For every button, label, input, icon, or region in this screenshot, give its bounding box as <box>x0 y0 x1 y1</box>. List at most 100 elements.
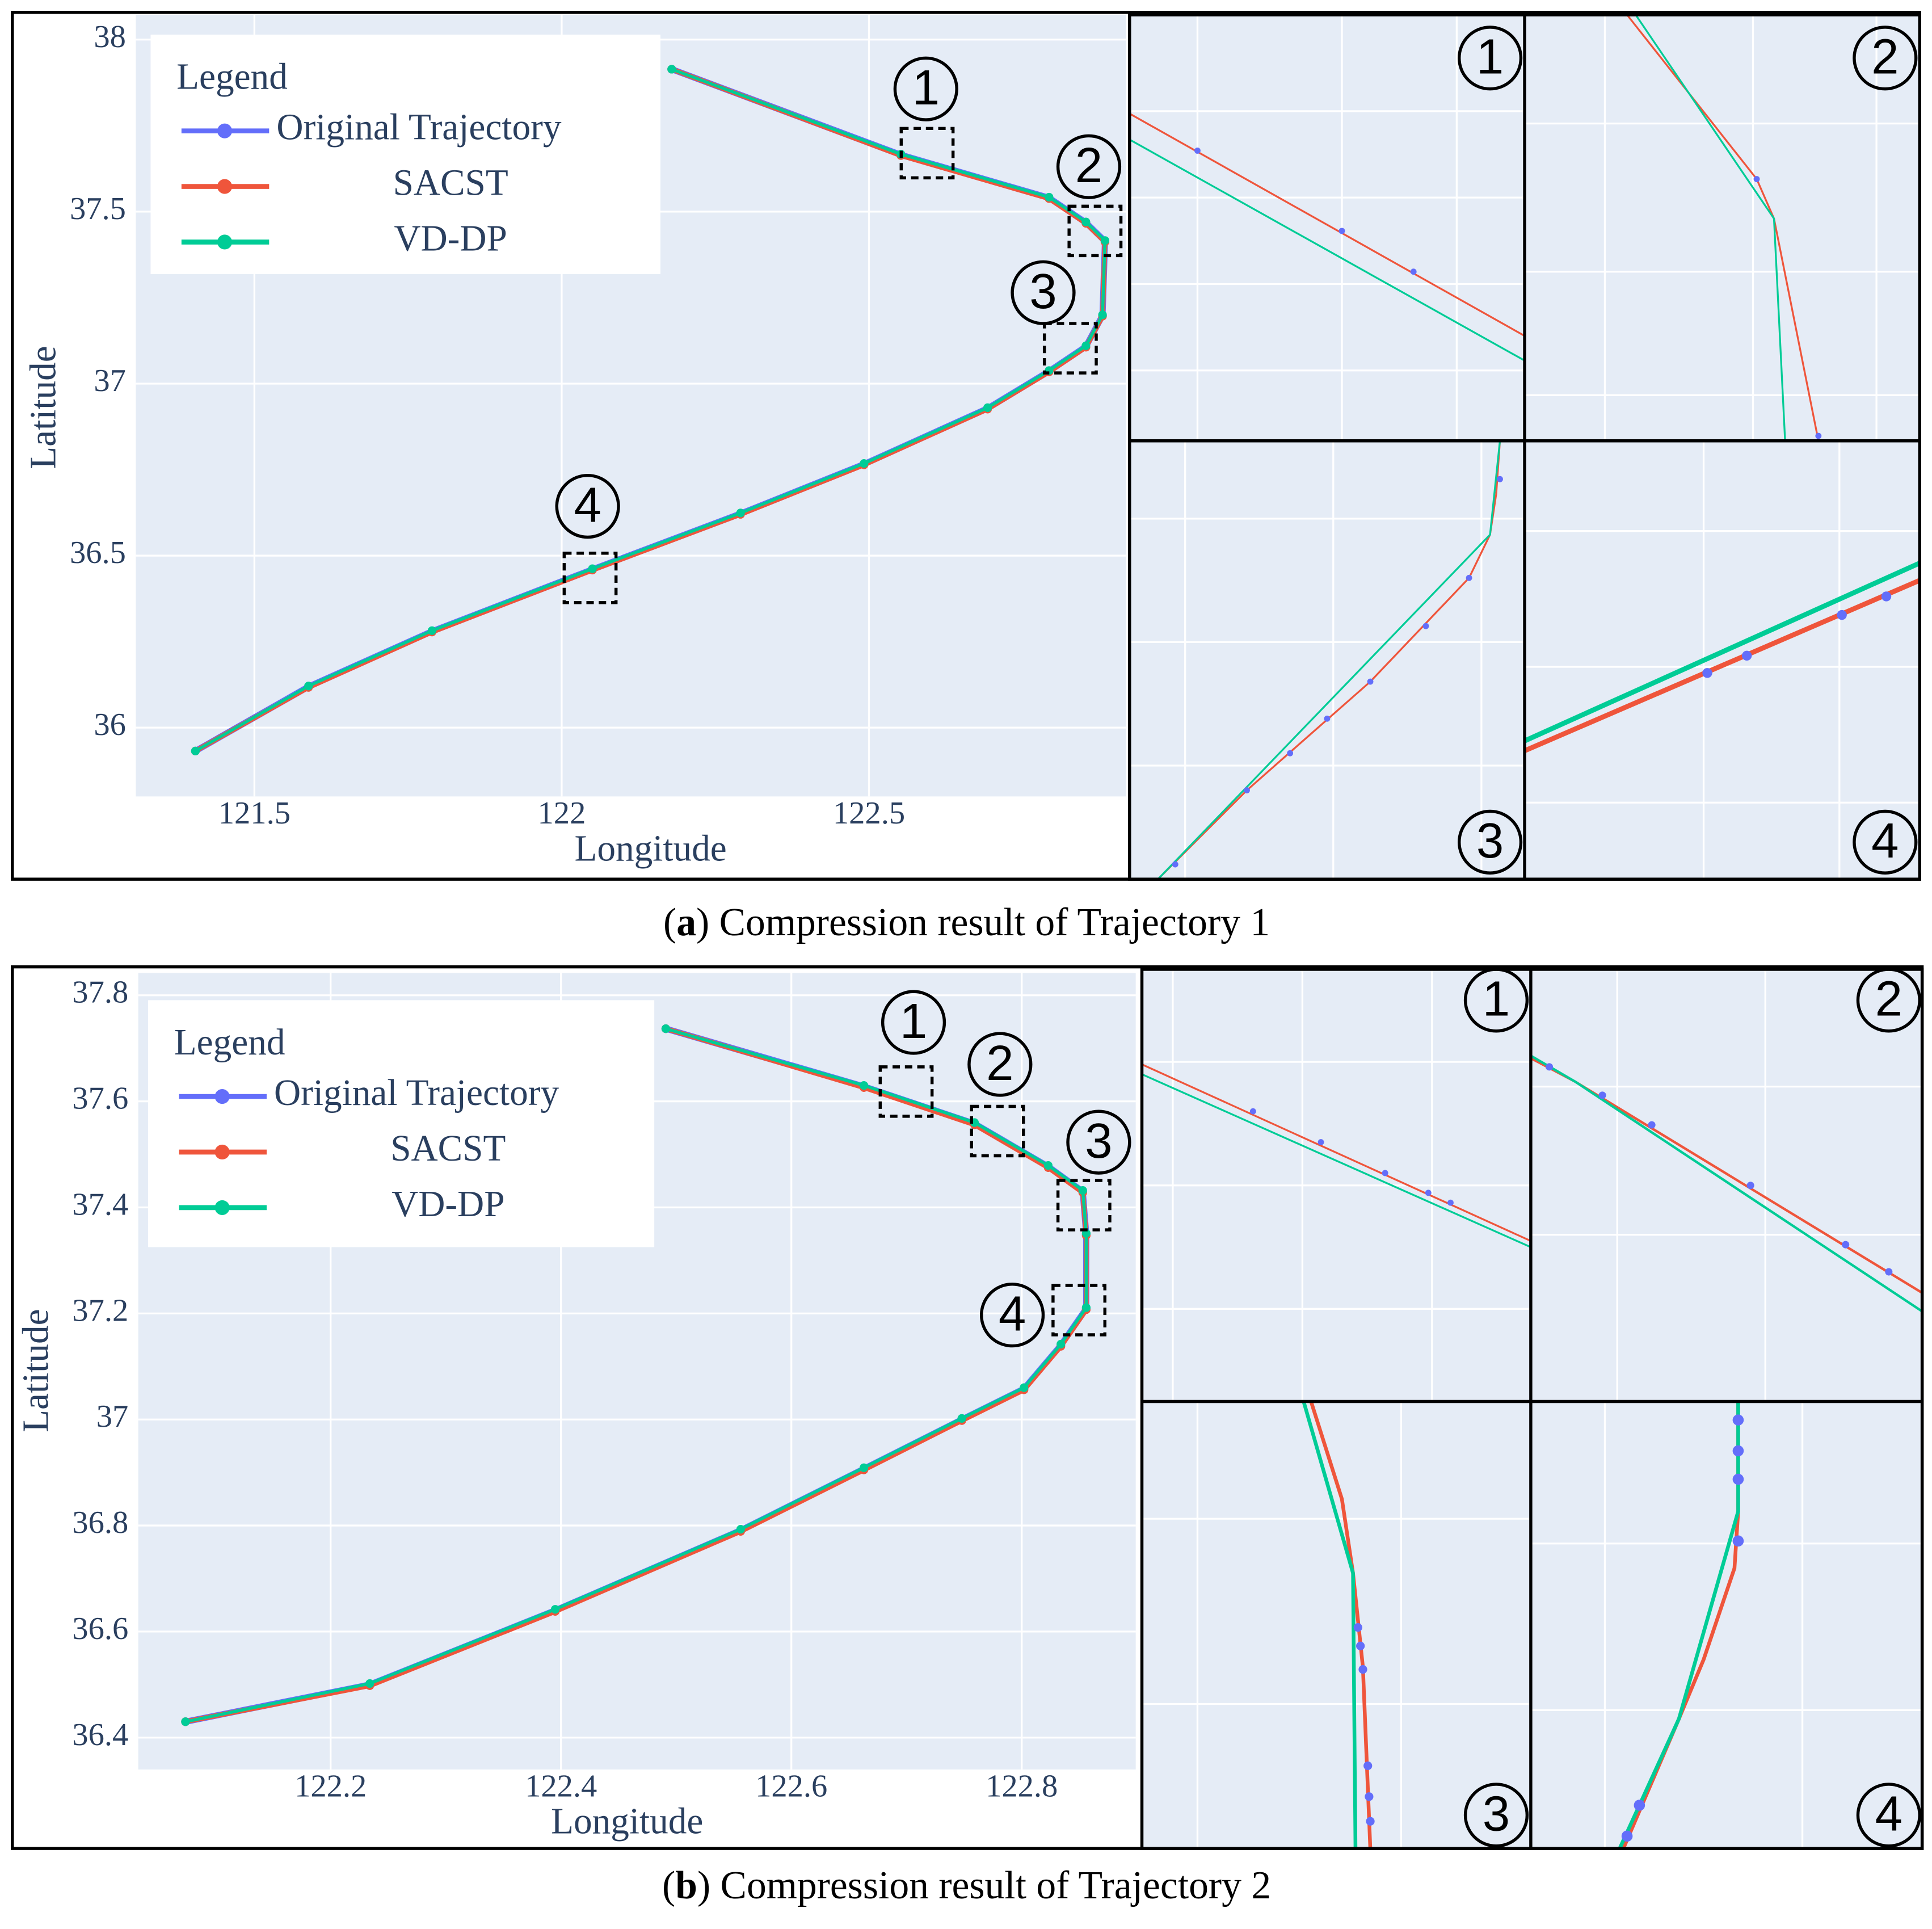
y-tick-label: 37.6 <box>72 1081 128 1116</box>
annotation-label: 2 <box>986 1036 1013 1091</box>
legend-label: VD-DP <box>392 1184 504 1225</box>
series-point <box>1057 1339 1066 1349</box>
zoom-box <box>1051 1284 1106 1337</box>
inset <box>1525 440 1920 880</box>
legend-swatch-marker <box>217 179 233 194</box>
inset-group <box>1140 968 1924 1850</box>
caption: (b) Compression result of Trajectory 2 <box>662 1864 1271 1907</box>
y-tick-label: 36 <box>94 707 126 742</box>
chart: 122.2 122.4 122.6 122.8 36.4 36.6 36.8 37 37.2 37… <box>16 973 1136 1842</box>
inset-label-circle <box>1856 968 1921 1033</box>
x-tick-label: 122 <box>538 796 586 831</box>
annotation-label: 4 <box>999 1287 1026 1342</box>
inset-line <box>1157 440 1501 880</box>
series-point <box>859 1463 869 1472</box>
y-tick-label: 37.8 <box>72 975 128 1010</box>
inset-line <box>1523 561 1921 743</box>
series-point <box>957 1414 966 1423</box>
annotation-label: 4 <box>574 477 601 532</box>
series-point <box>736 508 745 518</box>
series-point <box>1020 1383 1029 1392</box>
series-point <box>667 65 676 74</box>
inset-label-circle <box>1457 809 1523 875</box>
x-tick-label: 122.6 <box>755 1769 827 1804</box>
chart: 121.5 122 122.5 36 36.5 37 37.5 38 Longitude Lati… <box>23 15 1126 869</box>
series-point <box>1081 217 1091 226</box>
annotation-label: 3 <box>1085 1113 1112 1169</box>
series-point <box>1100 236 1110 245</box>
series-point <box>588 564 597 573</box>
inset-group <box>1128 13 1921 881</box>
legend-label: VD-DP <box>394 218 507 259</box>
inset-label: 1 <box>1483 972 1510 1027</box>
caption-part: ( <box>662 1864 675 1907</box>
x-tick-label: 122.8 <box>986 1769 1058 1804</box>
x-axis-title: Longitude <box>574 828 726 869</box>
series-point <box>1078 1186 1087 1195</box>
inset <box>1142 1401 1531 1849</box>
inset-label: 2 <box>1875 972 1902 1027</box>
legend-swatch-marker <box>214 1089 230 1104</box>
caption-part: ( <box>663 901 676 944</box>
series-point <box>1081 1303 1091 1312</box>
caption-part: ) Compression result of Trajectory 1 <box>696 901 1270 944</box>
inset-grid <box>1142 969 1922 1849</box>
inset-line <box>1129 138 1525 362</box>
y-tick-label: 37.4 <box>72 1187 128 1222</box>
annotation-circle <box>881 990 946 1055</box>
inset-line <box>1141 1064 1531 1242</box>
x-tick-label: 122.2 <box>294 1769 367 1804</box>
legend-label: Original Trajectory <box>276 107 561 148</box>
inset-line <box>1635 14 1786 441</box>
legend-label: SACST <box>393 163 508 204</box>
inset-label-circle <box>1457 26 1523 91</box>
inset <box>1525 15 1920 441</box>
series-point <box>181 1717 190 1726</box>
inset-label: 1 <box>1476 30 1504 85</box>
inset <box>1129 440 1525 880</box>
legend-title: Legend <box>176 56 288 97</box>
series-point <box>1081 341 1091 350</box>
y-tick-label: 37 <box>94 363 126 398</box>
y-axis-title: Latitude <box>16 1309 57 1432</box>
x-tick-label: 121.5 <box>218 796 291 831</box>
legend-title: Legend <box>174 1022 285 1063</box>
caption-part: a <box>676 901 696 944</box>
y-tick-label: 37.5 <box>70 191 126 226</box>
inset-label: 4 <box>1871 813 1899 868</box>
zoom-box <box>899 127 955 180</box>
zoom-box <box>1042 322 1098 375</box>
legend-label: SACST <box>390 1128 506 1169</box>
inset-line <box>1302 1401 1358 1849</box>
inset-label: 4 <box>1875 1787 1902 1842</box>
inset-line <box>1141 1073 1531 1249</box>
annotation-circle <box>967 1032 1033 1097</box>
zoom-box <box>562 552 618 604</box>
series-point <box>191 746 200 755</box>
annotation-circle <box>1011 260 1076 325</box>
inset-grid <box>1129 15 1920 880</box>
annotation-circle <box>893 56 958 121</box>
series-point <box>1043 1161 1053 1170</box>
zoom-box <box>1056 1179 1112 1232</box>
legend-swatch-marker <box>214 1144 230 1160</box>
caption-part: b <box>675 1864 697 1907</box>
inset-label-circle <box>1853 809 1918 875</box>
series-point <box>427 626 437 635</box>
annotation-circle <box>979 1283 1045 1348</box>
annotation-label: 1 <box>912 60 940 115</box>
series-point <box>365 1679 374 1688</box>
legend-label: Original Trajectory <box>274 1073 559 1113</box>
inset-points <box>1249 1063 1893 1842</box>
inset-label: 2 <box>1871 30 1899 85</box>
y-tick-label: 37 <box>96 1399 129 1434</box>
legend-swatch-marker <box>217 234 233 250</box>
zoom-box <box>1067 204 1123 258</box>
y-tick-label: 36.6 <box>72 1611 128 1646</box>
annotation-label: 3 <box>1029 264 1057 319</box>
inset-label-circle <box>1856 1783 1921 1848</box>
y-tick-label: 36.4 <box>72 1717 128 1753</box>
series-point <box>1045 192 1054 202</box>
